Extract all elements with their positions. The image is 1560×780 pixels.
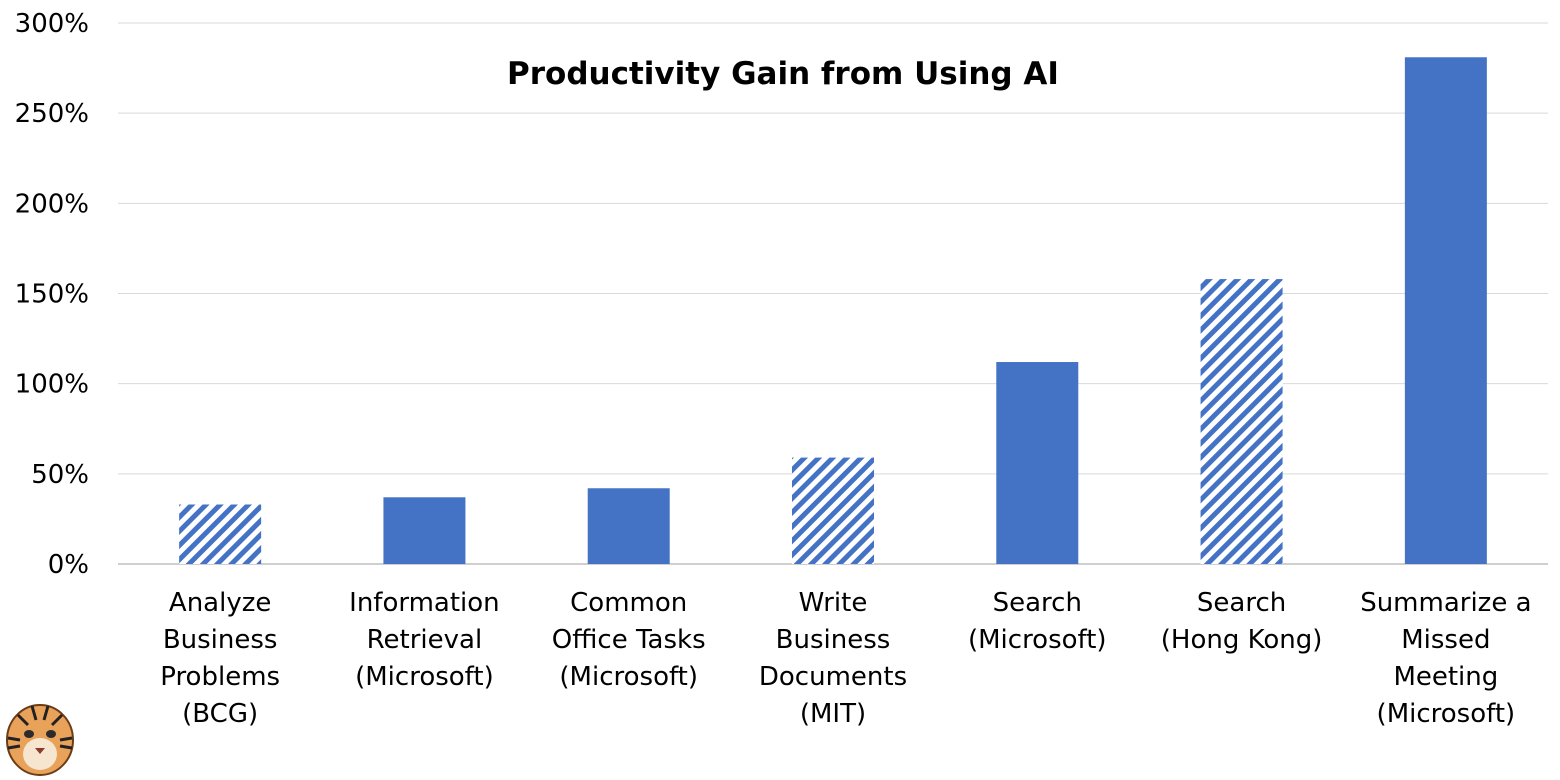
bar	[996, 362, 1079, 564]
bar	[792, 457, 874, 564]
x-axis-labels: Analyze Business Problems (BCG) Information R…	[160, 588, 1531, 729]
x-tick-label: Analyze Business Problems (BCG)	[160, 588, 280, 729]
y-tick-label: 300%	[15, 9, 89, 39]
y-tick-label: 50%	[31, 460, 89, 490]
bar	[587, 488, 670, 564]
x-tick-label: Information Retrieval (Microsoft)	[349, 588, 500, 692]
y-tick-label: 100%	[15, 370, 89, 400]
y-axis-ticks: 0% 50% 100% 150% 200% 250% 300%	[15, 9, 89, 580]
x-tick-label: Summarize a Missed Meeting (Microsoft)	[1360, 588, 1531, 729]
gridlines	[118, 22, 1548, 565]
bars	[179, 57, 1487, 564]
x-tick-label: Common Office Tasks (Microsoft)	[552, 588, 706, 692]
y-tick-label: 200%	[15, 189, 89, 219]
chart-title: Productivity Gain from Using AI	[507, 56, 1059, 92]
bar	[1404, 57, 1487, 564]
bar	[1200, 279, 1283, 564]
tiger-logo	[6, 704, 74, 776]
bar	[383, 497, 466, 564]
x-tick-label: Write Business Documents (MIT)	[759, 588, 907, 729]
y-tick-label: 250%	[15, 99, 89, 129]
x-tick-label: Search (Hong Kong)	[1161, 588, 1323, 655]
bar	[179, 504, 262, 564]
y-tick-label: 0%	[48, 550, 89, 580]
y-tick-label: 150%	[15, 280, 89, 310]
x-tick-label: Search (Microsoft)	[968, 588, 1107, 655]
